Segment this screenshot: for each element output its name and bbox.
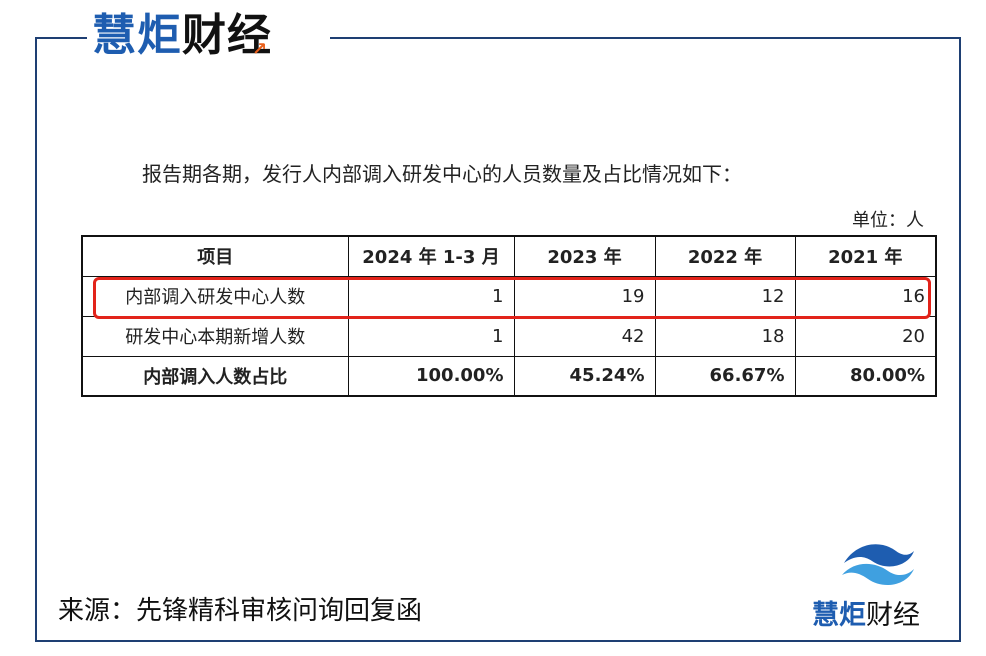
row-label: 内部调入人数占比: [81, 355, 349, 397]
frame-top-left-line: [35, 37, 87, 39]
table-cell: 1: [347, 275, 515, 317]
brand-bottom-part1: 慧炬: [812, 600, 866, 631]
table-header-row: 项目 2024 年 1-3 月 2023 年 2022 年 2021 年: [81, 235, 937, 277]
table-cell: 42: [513, 315, 656, 357]
row-label: 内部调入研发中心人数: [81, 275, 349, 317]
content-frame: [35, 37, 961, 642]
header-cell: 2021 年: [794, 235, 937, 277]
brand-logo-bottom: 慧炬财经: [812, 593, 920, 632]
header-cell: 项目: [81, 235, 349, 277]
table-cell: 18: [654, 315, 796, 357]
table-cell: 80.00%: [794, 355, 937, 397]
brand-name-part1: 慧炬: [92, 10, 182, 61]
frame-top-right-line: [330, 37, 961, 39]
data-table: 项目 2024 年 1-3 月 2023 年 2022 年 2021 年 内部调…: [81, 235, 937, 397]
table-cell: 66.67%: [654, 355, 796, 397]
table-cell: 16: [794, 275, 937, 317]
table-cell: 45.24%: [513, 355, 656, 397]
row-label: 研发中心本期新增人数: [81, 315, 349, 357]
table-row: 内部调入人数占比 100.00% 45.24% 66.67% 80.00%: [81, 355, 937, 397]
table-cell: 19: [513, 275, 656, 317]
table-row: 研发中心本期新增人数 1 42 18 20: [81, 315, 937, 357]
table-cell: 100.00%: [347, 355, 515, 397]
brand-logo-top: 慧炬财经 ↗: [92, 6, 272, 66]
brand-name-part2: 财经: [182, 10, 272, 61]
table-cell: 20: [794, 315, 937, 357]
brand-bottom-part2: 财经: [866, 600, 920, 631]
table-cell: 1: [347, 315, 515, 357]
table-row: 内部调入研发中心人数 1 19 12 16: [81, 275, 937, 317]
header-cell: 2023 年: [513, 235, 656, 277]
header-cell: 2024 年 1-3 月: [347, 235, 515, 277]
wave-icon: [842, 544, 914, 585]
unit-label: 单位：人: [852, 210, 924, 231]
intro-text: 报告期各期，发行人内部调入研发中心的人员数量及占比情况如下：: [142, 162, 742, 186]
header-cell: 2022 年: [654, 235, 796, 277]
table-cell: 12: [654, 275, 796, 317]
brand-accent-icon: ↗: [252, 39, 269, 60]
source-caption: 来源：先锋精科审核问询回复函: [58, 596, 423, 626]
